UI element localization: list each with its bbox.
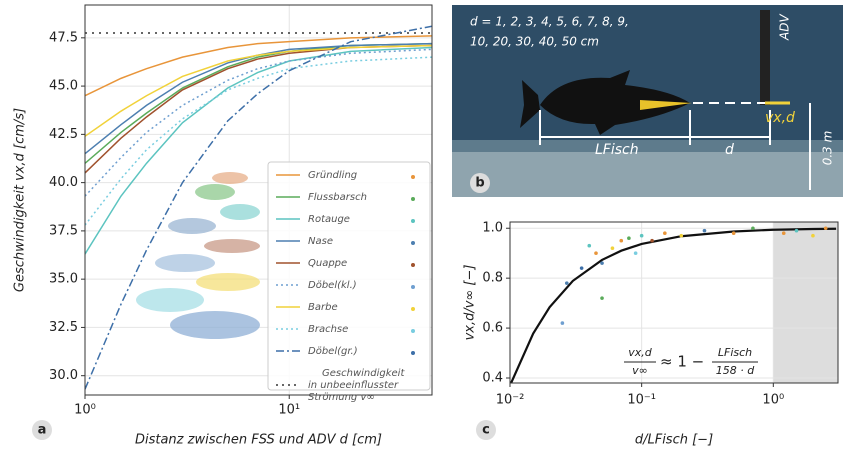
- y-axis-label: vx,d/v∞ [−]: [463, 265, 478, 341]
- x-tick-label: 10⁻¹: [627, 393, 656, 408]
- shaded-region: [773, 222, 838, 383]
- height-label: 0.3 m: [821, 131, 835, 166]
- plot-frame: [84, 4, 433, 396]
- legend-label: Döbel(gr.): [308, 346, 358, 357]
- scatter-point: [639, 233, 644, 238]
- y-tick-label: 45.0: [49, 79, 78, 94]
- scatter-point: [600, 296, 604, 300]
- panel-letter: b: [475, 176, 484, 191]
- legend-label: Döbel(kl.): [308, 280, 357, 291]
- y-tick-label: 0.8: [482, 271, 503, 286]
- formula: LFisch: [718, 346, 752, 359]
- y-tick-label: 37.5: [49, 223, 78, 238]
- scatter-point: [679, 233, 684, 238]
- legend-marker: [411, 219, 415, 223]
- scatter-point: [794, 228, 799, 233]
- panel-letter: a: [38, 423, 47, 438]
- scatter-point: [823, 226, 828, 231]
- y-tick-label: 40.0: [49, 175, 78, 190]
- scatter-point: [751, 226, 755, 231]
- legend-marker: [411, 263, 415, 267]
- formula: v∞: [632, 364, 648, 377]
- scatter-point: [702, 228, 707, 233]
- legend-label: Nase: [308, 236, 333, 247]
- y-tick-label: 0.6: [482, 321, 503, 336]
- y-tick-label: 35.0: [49, 272, 78, 287]
- legend-label: Gründling: [308, 170, 357, 181]
- y-tick-label: 47.5: [49, 30, 78, 45]
- legend-label: Strömung v∞: [308, 392, 375, 403]
- legend-label: Rotauge: [308, 214, 350, 225]
- series-line: [85, 56, 432, 226]
- series-group: [510, 226, 837, 383]
- d-list: 10, 20, 30, 40, 50 cm: [470, 35, 599, 49]
- formula: ≈ 1 −: [660, 353, 704, 371]
- series-line: [85, 46, 432, 255]
- y-tick-label: 32.5: [49, 320, 78, 335]
- plot-frame: [509, 221, 839, 384]
- scatter-point: [594, 251, 598, 256]
- series-line: [85, 25, 432, 390]
- y-tick-label: 1.0: [482, 221, 503, 236]
- series-group: [85, 25, 432, 390]
- panel-badge: [476, 420, 496, 440]
- legend-marker: [411, 351, 415, 355]
- legend-marker: [411, 307, 415, 311]
- legend-label: in unbeeinflusster: [308, 380, 399, 391]
- photo: [452, 5, 843, 197]
- series-line: [85, 44, 432, 137]
- scatter-point: [579, 266, 584, 270]
- y-tick-label: 42.5: [49, 127, 78, 142]
- x-axis-label: d/LFisch [−]: [635, 433, 713, 448]
- legend-label: Barbe: [308, 302, 338, 313]
- scatter-point: [627, 236, 631, 241]
- x-tick-label: 10⁰: [74, 403, 96, 418]
- x-tick-label: 10⁻²: [496, 393, 525, 408]
- scatter-point: [560, 321, 565, 325]
- y-tick-label: 0.4: [482, 371, 503, 386]
- scatter-point: [619, 238, 624, 243]
- panel-badge: [32, 420, 52, 440]
- formula: 158 · d: [716, 364, 755, 377]
- d-list: d = 1, 2, 3, 4, 5, 6, 7, 8, 9,: [470, 15, 629, 29]
- panel-badge: [470, 173, 490, 193]
- scatter-point: [650, 238, 654, 243]
- series-line: [85, 35, 432, 97]
- scatter-point: [731, 231, 736, 236]
- scatter-point: [663, 231, 667, 236]
- v-label: vx,d: [765, 110, 795, 126]
- l-label: LFisch: [595, 142, 639, 158]
- legend-marker: [411, 329, 415, 333]
- x-tick-label: 10¹: [278, 403, 300, 418]
- scatter-point: [811, 233, 815, 238]
- y-tick-label: 30.0: [49, 368, 78, 383]
- scatter-point: [587, 243, 592, 248]
- legend-box: [267, 161, 431, 391]
- y-axis-label: Geschwindigkeit vx,d [cm/s]: [13, 108, 28, 292]
- legend-marker: [411, 285, 415, 289]
- adv-label: ADV: [778, 14, 792, 41]
- legend-label: Geschwindigkeit: [322, 368, 405, 379]
- series-line: [510, 227, 837, 383]
- scatter-point: [633, 251, 638, 256]
- series-line: [85, 42, 432, 155]
- scatter-point: [610, 246, 615, 251]
- legend-marker: [411, 197, 415, 201]
- scatter-point: [600, 261, 604, 265]
- x-axis-label: Distanz zwischen FSS und ADV d [cm]: [135, 433, 382, 448]
- legend-label: Quappe: [308, 258, 347, 269]
- scatter-point: [564, 281, 569, 285]
- scatter-point: [781, 231, 786, 236]
- series-line: [85, 48, 432, 197]
- d-label: d: [725, 142, 734, 158]
- x-tick-label: 10⁰: [762, 393, 784, 408]
- panel-letter: c: [482, 423, 490, 438]
- fish-icons: [136, 172, 260, 339]
- legend-label: Flussbarsch: [308, 192, 367, 203]
- legend-label: Brachse: [308, 324, 348, 335]
- formula: vx,d: [628, 346, 653, 359]
- legend-marker: [411, 241, 415, 245]
- legend-marker: [411, 175, 415, 179]
